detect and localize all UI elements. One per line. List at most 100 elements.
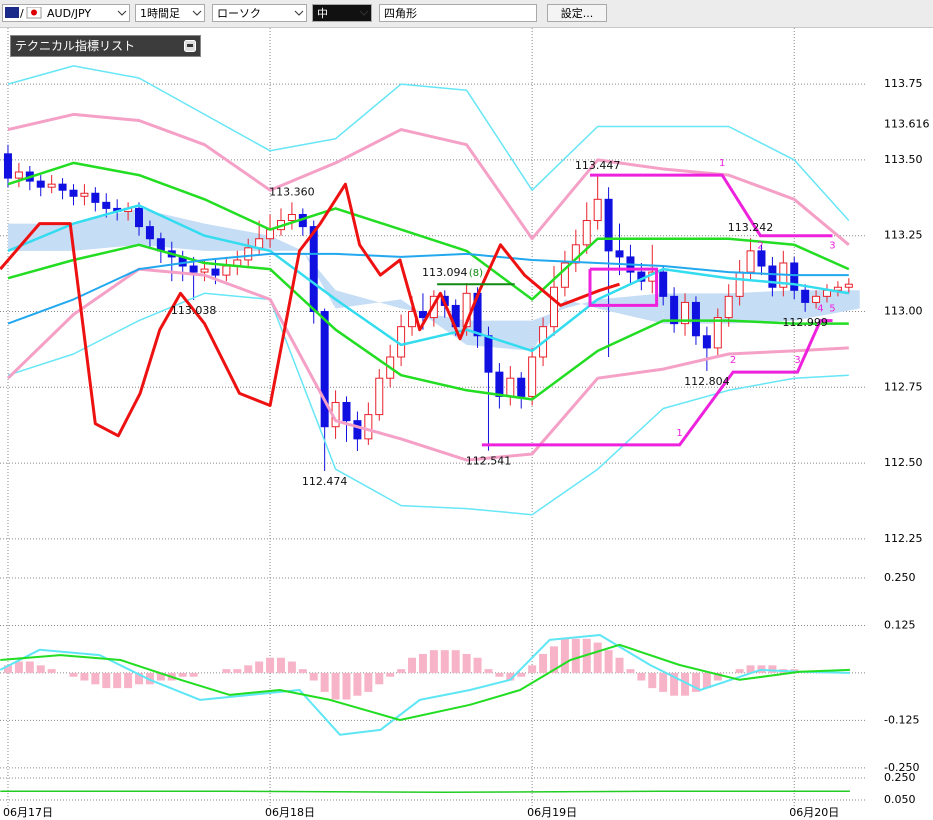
macd-bar xyxy=(495,672,504,677)
macd-bar xyxy=(113,672,122,689)
candle-body xyxy=(735,271,744,297)
macd-bar xyxy=(353,672,362,696)
macd-bar xyxy=(571,638,580,673)
macd-bar xyxy=(276,657,285,673)
pair-select[interactable]: / AUD/JPY xyxy=(2,4,130,22)
macd-bar xyxy=(386,672,395,677)
candle-body xyxy=(484,335,493,373)
cloud xyxy=(270,235,303,251)
macd-bar xyxy=(91,672,100,685)
candle-body xyxy=(495,371,504,397)
macd-bar xyxy=(364,672,373,692)
indicator-toggle[interactable] xyxy=(184,40,196,52)
candle-body xyxy=(211,268,220,276)
price-annotation: 113.094 xyxy=(422,266,468,279)
drawing xyxy=(590,173,833,238)
indicator-line xyxy=(0,182,620,438)
macd-bar xyxy=(266,657,275,673)
macd-bar xyxy=(255,661,264,673)
indicator-line xyxy=(7,252,849,325)
macd-bar xyxy=(80,672,89,681)
wave-label: 5 xyxy=(829,304,835,315)
drawing xyxy=(481,319,833,447)
y-tick-label: 112.50 xyxy=(884,456,923,469)
macd-bar xyxy=(375,672,384,685)
macd-bar xyxy=(626,669,635,673)
macd-bar xyxy=(517,672,526,677)
candle-body xyxy=(375,377,384,416)
pair: AUD/JPY xyxy=(47,7,92,20)
candle-body xyxy=(702,335,711,349)
candle-body xyxy=(517,377,526,397)
macd-bar xyxy=(560,638,569,673)
cloud xyxy=(204,223,271,251)
candle-body xyxy=(320,311,329,428)
indicator-line xyxy=(0,634,850,736)
macd-bar xyxy=(473,657,482,673)
y-tick-label: -0.125 xyxy=(884,713,919,726)
macd-bar xyxy=(287,661,296,673)
candle-body xyxy=(757,250,766,267)
cloud xyxy=(73,208,140,251)
macd-bar xyxy=(222,669,231,673)
candle-body xyxy=(746,250,755,273)
candle-body xyxy=(69,189,78,197)
macd-bar xyxy=(659,672,668,692)
cloud xyxy=(597,293,664,324)
macd-bar xyxy=(156,672,165,681)
macd-bar xyxy=(47,669,56,673)
macd-bar xyxy=(681,672,690,696)
cloud xyxy=(532,299,565,351)
indicator-list[interactable]: テクニカル指標リスト xyxy=(10,35,201,57)
candle-body xyxy=(593,198,602,222)
size: 中 xyxy=(317,7,328,20)
candle-body xyxy=(14,171,23,179)
candle-body xyxy=(80,192,89,197)
series-line xyxy=(0,790,850,794)
candle-body xyxy=(560,262,569,288)
chart-style: ローソク xyxy=(217,7,261,20)
macd-bar xyxy=(189,672,198,677)
settings-button[interactable]: 設定... xyxy=(547,4,607,22)
candle-body xyxy=(287,213,296,222)
macd-bar xyxy=(528,665,537,673)
candle-body xyxy=(724,295,733,319)
style-select[interactable]: ローソク xyxy=(212,4,307,22)
macd-bar xyxy=(713,672,722,681)
macd-bar xyxy=(549,646,558,673)
wave-label: 3 xyxy=(794,355,800,366)
candle-body xyxy=(102,201,111,209)
timeframe-select[interactable]: 1時間足 xyxy=(135,4,205,22)
macd-bar xyxy=(25,661,34,673)
timeframe: 1時間足 xyxy=(140,7,180,20)
macd-bar xyxy=(648,672,657,689)
macd-bar xyxy=(124,672,133,689)
price-annotation: 113.242 xyxy=(728,221,774,234)
macd-bar xyxy=(440,650,449,673)
candle-body xyxy=(91,192,100,203)
cloud xyxy=(466,320,533,351)
candle-body xyxy=(200,268,209,273)
toolbar: / AUD/JPY 1時間足 ローソク 中 四角形 設定... xyxy=(0,0,933,28)
macd-bar xyxy=(331,672,340,700)
drawing-tool[interactable]: 四角形 xyxy=(379,4,537,22)
candle-body xyxy=(364,414,373,440)
x-tick-label: 06月17日 xyxy=(3,806,53,819)
price-annotation: 113.038 xyxy=(171,304,217,317)
indicator-line xyxy=(7,243,849,401)
price-annotation: 112.804 xyxy=(684,375,730,388)
macd-bar xyxy=(418,653,427,673)
cloud xyxy=(794,290,860,321)
macd-bar xyxy=(3,665,12,673)
macd-bar xyxy=(320,672,329,692)
macd-bar xyxy=(298,669,307,673)
macd-bar xyxy=(746,665,755,673)
wave-label: 2 xyxy=(757,241,763,252)
macd-bar xyxy=(145,672,154,685)
cloud xyxy=(139,208,205,251)
wave-label: 1 xyxy=(676,428,682,439)
y-tick-label: 112.25 xyxy=(884,532,923,545)
candle-body xyxy=(844,283,853,288)
size-select[interactable]: 中 xyxy=(312,4,372,22)
indicator-line xyxy=(7,65,850,222)
